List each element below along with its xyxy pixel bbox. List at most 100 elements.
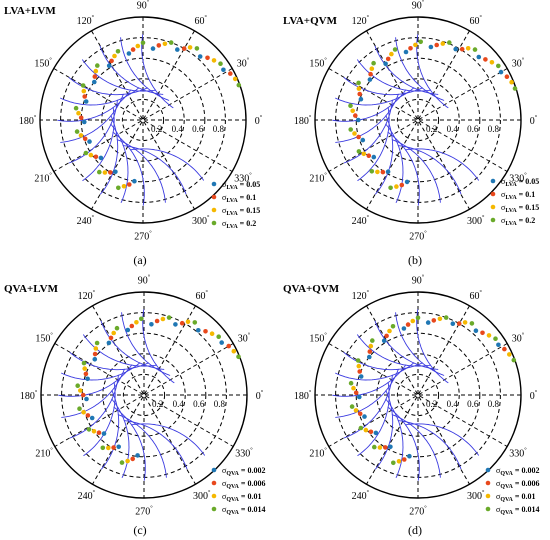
angular-grid-spoke [366, 305, 470, 485]
data-point [489, 60, 495, 65]
contour-curve [335, 368, 399, 418]
legend-marker [490, 178, 496, 184]
contour-curves [332, 309, 480, 481]
data-point [384, 333, 389, 339]
contour-curve [83, 382, 116, 457]
radial-tick-label: 0.4 [447, 124, 459, 134]
angular-tick-label: 180° [294, 389, 312, 402]
legend-entry: σQVA = 0.006 [222, 479, 265, 490]
contour-curve [122, 145, 187, 195]
data-point [175, 47, 180, 52]
data-point [351, 385, 356, 391]
contour-curve [357, 382, 390, 457]
radial-tick-label: 0.4 [172, 124, 184, 134]
data-point [150, 46, 156, 51]
data-point [450, 321, 456, 327]
data-point [385, 56, 391, 62]
angular-grid-spoke [366, 305, 470, 485]
legend-marker [485, 467, 491, 473]
data-point [352, 131, 357, 136]
data-point [425, 320, 431, 325]
angular-tick-label: 210° [35, 447, 53, 460]
angular-grid-spoke [328, 68, 508, 172]
data-point [473, 328, 479, 334]
data-point [349, 404, 355, 409]
angular-tick-label: 120° [77, 14, 95, 27]
angular-tick-label: 60° [195, 289, 208, 302]
data-point [440, 41, 446, 46]
data-point [132, 178, 137, 184]
data-point [366, 153, 372, 158]
radial-tick-label: 0.6 [193, 399, 205, 409]
angular-tick-label: 270° [409, 229, 427, 242]
radial-grid-ring [396, 373, 440, 417]
contour-curve [374, 320, 439, 370]
data-point [404, 179, 410, 185]
data-point [185, 319, 191, 325]
data-point [456, 321, 462, 326]
data-point [92, 357, 98, 362]
data-point [173, 322, 178, 327]
legend-marker [211, 480, 217, 486]
angular-tick-label: 0° [530, 114, 538, 127]
data-point [216, 334, 221, 340]
radial-grid-ring [80, 57, 206, 183]
data-point [129, 323, 135, 329]
angular-tick-label: 120° [78, 289, 96, 302]
data-point [97, 169, 102, 175]
radial-tick-label: 0.2 [152, 399, 163, 409]
contour-curve [60, 87, 140, 106]
data-point [113, 169, 118, 175]
radial-tick-label: 0.4 [173, 399, 185, 409]
angular-tick-label: 240° [352, 489, 370, 502]
data-point [87, 139, 92, 144]
legend-marker [211, 181, 217, 187]
contour-curve [385, 123, 404, 203]
polar-chart-2: 0° 30° 60° 90° 120° 150° 180° 210° 240° 270° 300° 3… [283, 0, 539, 267]
contour-curve [112, 131, 145, 206]
data-point [368, 71, 373, 77]
angular-grid-spoke [91, 30, 195, 210]
angular-tick-label: 180° [20, 389, 38, 402]
data-point [476, 54, 482, 60]
angular-tick-label: 210° [34, 172, 52, 185]
legend-marker [485, 480, 491, 486]
angular-tick-label: 120° [352, 289, 370, 302]
panel-caption: (c) [133, 523, 146, 537]
data-point [236, 82, 242, 88]
contour-curve [141, 34, 174, 109]
data-point [472, 47, 478, 52]
data-point [358, 96, 364, 102]
data-point [367, 77, 373, 82]
data-point [116, 185, 121, 191]
angular-tick-label: 300° [192, 214, 210, 227]
panel-title: QVA+LVM [4, 283, 59, 295]
data-point [392, 47, 398, 52]
contour-curve [343, 76, 423, 96]
data-point [75, 383, 80, 389]
radial-grid-ring [376, 78, 460, 162]
data-point [82, 136, 88, 142]
data-point [82, 366, 87, 371]
data-point [358, 374, 364, 379]
data-point [205, 55, 210, 61]
legend-entry: σLVA = 0.15 [501, 203, 539, 214]
data-point [166, 315, 172, 320]
data-point [502, 346, 507, 352]
angular-grid-spoke [366, 30, 470, 210]
radial-grid-ring [121, 98, 165, 142]
panel-caption: (a) [133, 253, 146, 267]
contour-curve [343, 374, 393, 439]
data-point [493, 336, 498, 342]
data-point [372, 444, 377, 450]
legend-entry: σQVA = 0.002 [496, 466, 539, 477]
angular-tick-label: 300° [467, 214, 485, 227]
legend: σQVA = 0.002 σQVA = 0.006 σQVA = 0.01 σQVA … [485, 466, 539, 516]
contour-curve [374, 115, 394, 195]
data-point [219, 340, 224, 345]
data-point [363, 427, 369, 433]
data-point [388, 444, 393, 450]
data-point [83, 150, 89, 156]
data-point [108, 335, 114, 341]
angular-tick-label: 90° [412, 274, 425, 287]
